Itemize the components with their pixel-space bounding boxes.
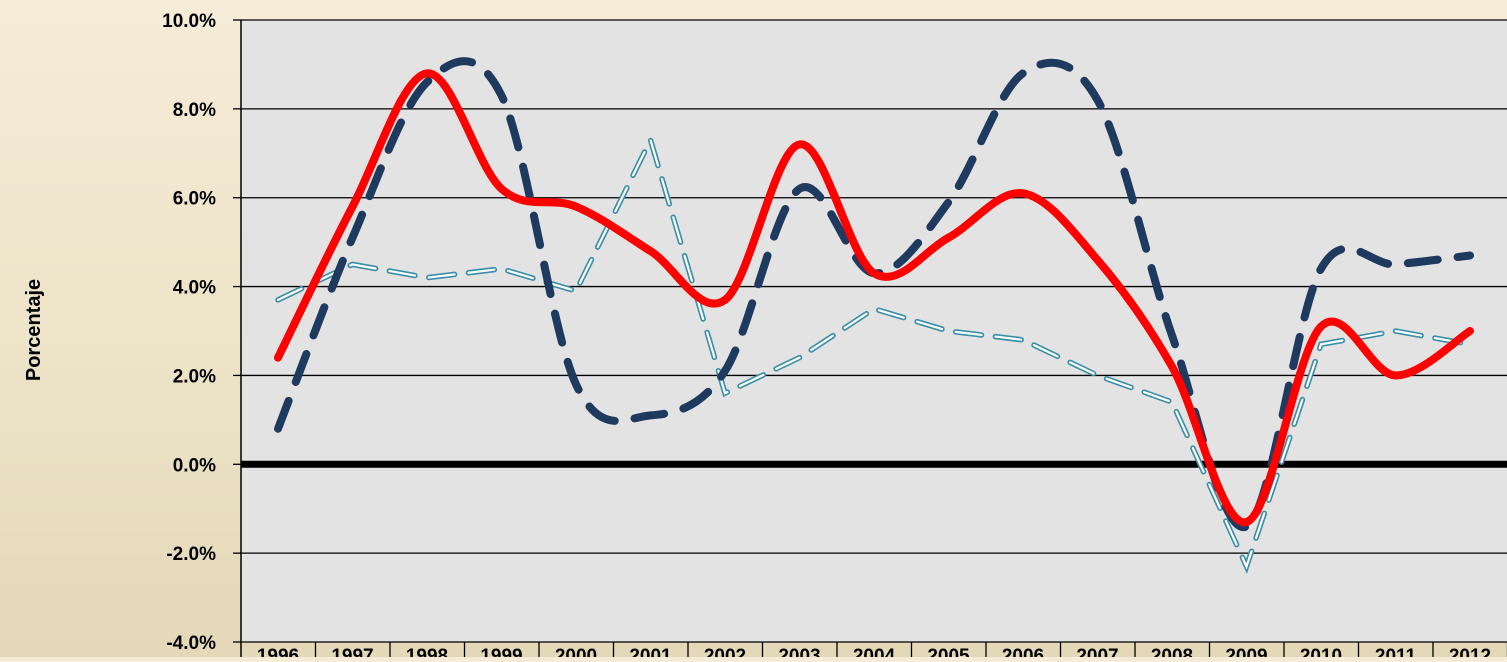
x-tick-label: 2008: [1151, 646, 1193, 657]
y-tick-label: -4.0%: [166, 633, 216, 654]
x-tick-labels: 1996 1997 1998 1999 2000 2001 2002 2003 2004 2005…: [257, 646, 1491, 657]
x-tick-label: 2004: [853, 646, 896, 657]
y-tick-label: 10.0%: [162, 11, 216, 32]
x-tick-label: 2005: [927, 646, 970, 657]
x-tick-label: 1998: [406, 646, 448, 657]
x-tick-label: 2000: [555, 646, 597, 657]
x-tick-label: 2011: [1375, 646, 1417, 657]
x-tick-label: 2003: [778, 646, 820, 657]
x-tick-label: 2007: [1076, 646, 1118, 657]
y-tick-labels: 10.0% 8.0% 6.0% 4.0% 2.0% 0.0% -2.0% -4.0%: [162, 11, 216, 654]
x-tick-label: 1996: [257, 646, 299, 657]
y-axis-label: Porcentaje: [23, 279, 45, 381]
y-tick-label: 2.0%: [173, 366, 216, 387]
y-tick-label: 8.0%: [173, 100, 216, 121]
x-tick-label: 2010: [1300, 646, 1342, 657]
x-tick-label: 2006: [1002, 646, 1044, 657]
y-tick-label: 6.0%: [173, 189, 216, 210]
x-tick-label: 2009: [1225, 646, 1267, 657]
x-tick-label: 2002: [704, 646, 746, 657]
x-tick-label: 1999: [480, 646, 522, 657]
x-tick-label: 2001: [629, 646, 672, 657]
y-tick-label: -2.0%: [166, 544, 216, 565]
x-tick-label: 2012: [1449, 646, 1491, 657]
x-tick-label: 1997: [331, 646, 373, 657]
y-tick-label: 0.0%: [173, 455, 216, 476]
y-tick-label: 4.0%: [173, 278, 216, 299]
